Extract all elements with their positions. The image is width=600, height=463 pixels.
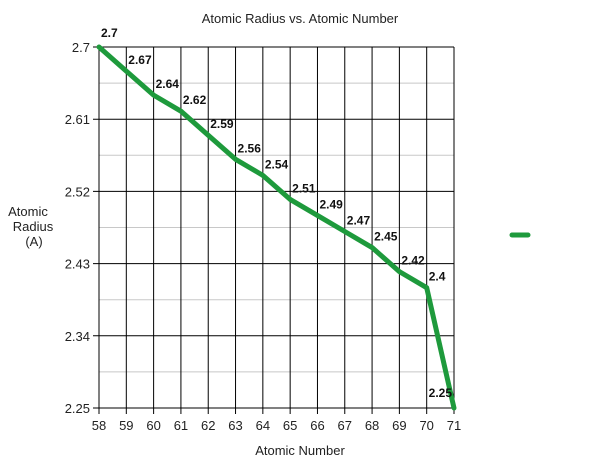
x-tick-labels: 58 59 60 61 62 63 64 65 66 67 68 69 70 71 bbox=[92, 418, 461, 433]
x-tick-label: 66 bbox=[310, 418, 324, 433]
y-tick-label: 2.43 bbox=[65, 257, 90, 272]
y-tick-label: 2.61 bbox=[65, 112, 90, 127]
data-label: 2.49 bbox=[319, 197, 343, 211]
data-label: 2.56 bbox=[238, 141, 262, 155]
x-tick-label: 65 bbox=[283, 418, 297, 433]
x-tick-label: 67 bbox=[338, 418, 352, 433]
x-tick-label: 59 bbox=[119, 418, 133, 433]
x-tick-label: 64 bbox=[256, 418, 270, 433]
data-label: 2.42 bbox=[401, 254, 425, 268]
x-tick-label: 63 bbox=[228, 418, 242, 433]
data-label: 2.59 bbox=[210, 117, 234, 131]
x-axis-label: Atomic Number bbox=[255, 443, 345, 458]
x-tick-label: 68 bbox=[365, 418, 379, 433]
y-tick-labels: 2.7 2.61 2.52 2.43 2.34 2.25 bbox=[65, 40, 90, 416]
data-label: 2.25 bbox=[429, 386, 453, 400]
data-label: 2.4 bbox=[429, 270, 446, 284]
data-labels: 2.72.672.642.622.592.562.542.512.492.472… bbox=[101, 26, 452, 400]
series-line bbox=[96, 44, 457, 411]
data-label: 2.67 bbox=[128, 53, 152, 67]
data-label: 2.62 bbox=[183, 93, 207, 107]
y-tick-label: 2.7 bbox=[72, 40, 90, 55]
x-tick-label: 61 bbox=[174, 418, 188, 433]
x-tick-label: 60 bbox=[146, 418, 160, 433]
data-label: 2.51 bbox=[292, 181, 316, 195]
chart-title: Atomic Radius vs. Atomic Number bbox=[202, 11, 399, 26]
x-tick-label: 62 bbox=[201, 418, 215, 433]
data-label: 2.7 bbox=[101, 26, 118, 40]
data-label: 2.54 bbox=[265, 157, 289, 171]
grid bbox=[93, 46, 455, 414]
y-axis-label-line-2: Radius bbox=[13, 219, 54, 234]
x-tick-label: 70 bbox=[419, 418, 433, 433]
y-axis-label-line-1: Atomic bbox=[8, 204, 48, 219]
data-label: 2.45 bbox=[374, 230, 398, 244]
x-tick-label: 69 bbox=[392, 418, 406, 433]
y-axis-label-line-3: (A) bbox=[25, 234, 42, 249]
y-tick-label: 2.34 bbox=[65, 329, 90, 344]
series-group bbox=[96, 44, 457, 411]
y-tick-label: 2.52 bbox=[65, 184, 90, 199]
x-tick-label: 58 bbox=[92, 418, 106, 433]
y-tick-label: 2.25 bbox=[65, 401, 90, 416]
x-tick-label: 71 bbox=[447, 418, 461, 433]
data-label: 2.64 bbox=[156, 77, 180, 91]
data-label: 2.47 bbox=[347, 214, 371, 228]
